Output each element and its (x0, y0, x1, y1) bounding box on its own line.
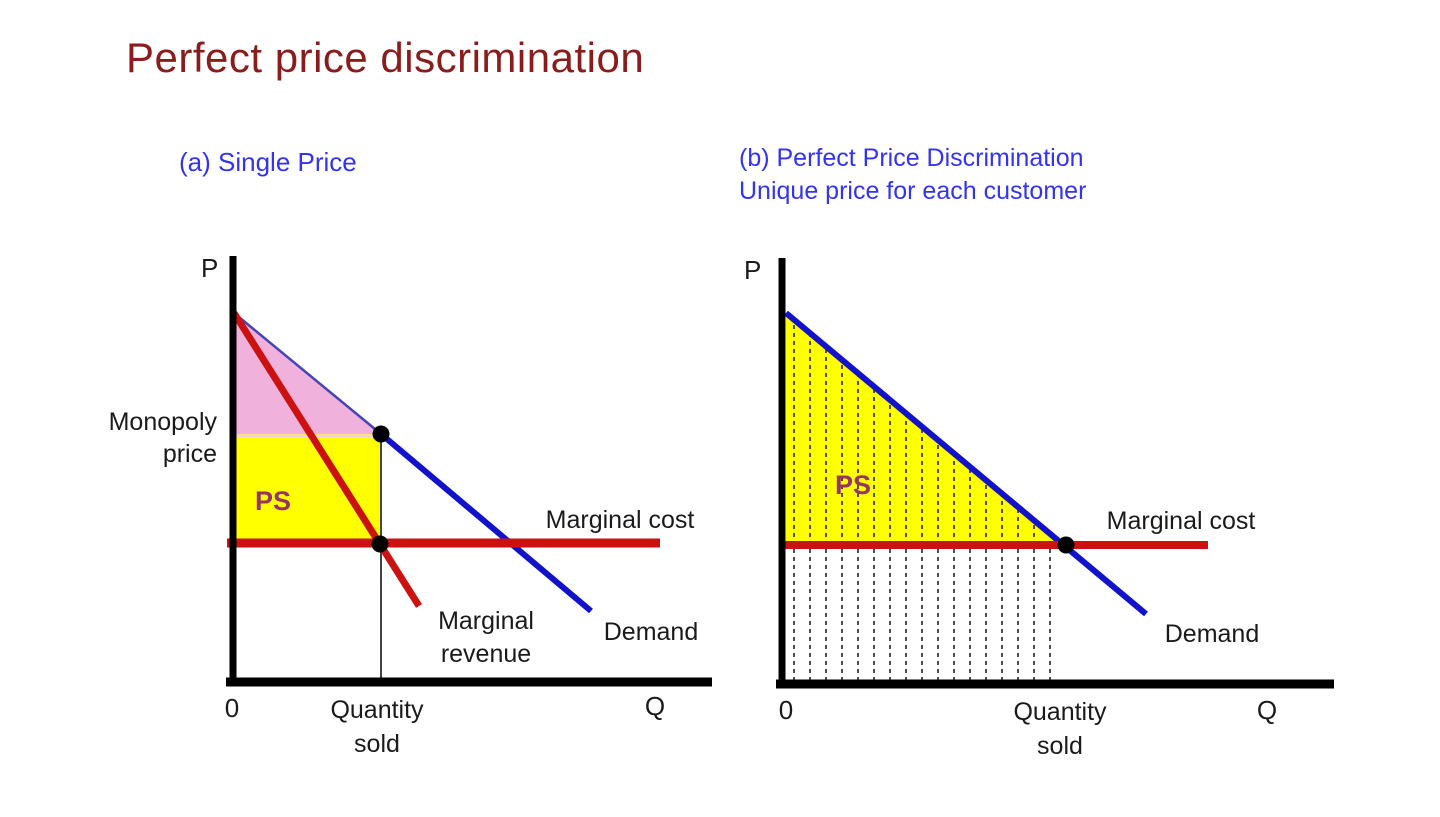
quantity-axis-label-a: Q (644, 691, 666, 721)
monopoly-price-label-line2: price (162, 440, 217, 468)
price-axis-label-a: P (201, 253, 219, 283)
monopoly-price-label: Monopoly price (85, 406, 217, 470)
demand-curve-upper-a (233, 312, 382, 435)
marginal-revenue-label-line2: revenue (440, 640, 532, 668)
quantity-sold-label-a-line1: Quantity (330, 696, 424, 724)
quantity-sold-label-b: Quantity sold (1013, 695, 1106, 763)
demand-label-b: Demand (1164, 620, 1260, 648)
marginal-revenue-curve (231, 311, 422, 608)
price-axis-label-b: P (744, 255, 762, 285)
producer-surplus-region-a (234, 434, 381, 544)
quantity-sold-label-a-line2: sold (354, 730, 400, 758)
quantity-axis-label-b: Q (1256, 695, 1278, 725)
marginal-revenue-label-line1: Marginal (438, 607, 534, 635)
demand-curve-b (784, 310, 1148, 617)
demand-curve-a (379, 431, 593, 614)
marginal-revenue-label: Marginal revenue (438, 605, 534, 671)
panel-b-caption-line1: (b) Perfect Price Discrimination (739, 144, 1084, 172)
panel-b-caption: (b) Perfect Price Discrimination Unique … (739, 142, 1086, 208)
monopoly-price-label-line1: Monopoly (108, 408, 217, 436)
panel-a-caption: (a) Single Price (179, 147, 357, 177)
quantity-sold-label-b-line1: Quantity (1013, 698, 1107, 726)
marginal-cost-label-a: Marginal cost (545, 506, 695, 534)
slide-title: Perfect price discrimination (126, 34, 645, 81)
cost-intersection-point-a (371, 535, 389, 553)
quantity-sold-label-b-line2: sold (1037, 732, 1083, 760)
origin-label-b: 0 (778, 695, 794, 725)
origin-label-a: 0 (224, 693, 240, 723)
panel-b-caption-line2: Unique price for each customer (739, 177, 1087, 205)
monopoly-point (372, 425, 390, 443)
cost-intersection-point-b (1057, 536, 1075, 554)
marginal-cost-label-b: Marginal cost (1106, 507, 1256, 535)
producer-surplus-label-b: PS (835, 470, 872, 500)
quantity-sold-label-a: Quantity sold (330, 693, 423, 761)
demand-label-a: Demand (603, 618, 699, 646)
producer-surplus-label-a: PS (255, 486, 292, 516)
